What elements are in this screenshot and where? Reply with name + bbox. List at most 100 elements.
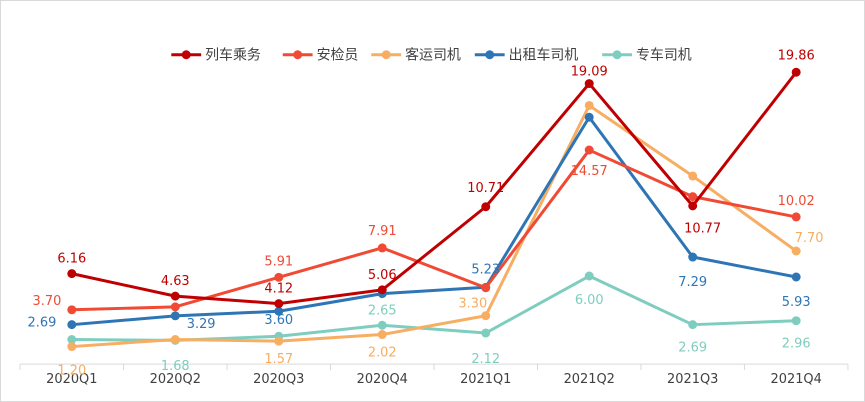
data-labels: 6.16 4.63 4.12 5.06 10.71 19.09 10.77 19.86 3.70… <box>28 48 824 378</box>
data-point[interactable] <box>791 246 801 256</box>
series-line <box>71 71 798 306</box>
data-label: 7.29 <box>678 275 707 290</box>
data-point[interactable] <box>67 320 77 330</box>
x-tick-label: 2020Q1 <box>46 372 97 387</box>
series-line <box>71 103 798 349</box>
legend-marker <box>612 50 622 60</box>
legend-label: 列车乘务 <box>205 47 261 64</box>
data-point[interactable] <box>377 320 387 330</box>
x-tick-label: 2020Q2 <box>150 372 201 387</box>
x-tick-label: 2021Q1 <box>460 372 511 387</box>
data-label: 3.60 <box>264 313 293 328</box>
data-label: 2.65 <box>368 303 397 318</box>
data-point[interactable] <box>688 320 698 330</box>
x-tick-label: 2020Q4 <box>357 372 408 387</box>
legend-label: 专车司机 <box>636 47 692 64</box>
data-label: 5.06 <box>368 268 397 283</box>
x-tick-label: 2021Q3 <box>667 372 718 387</box>
data-label: 10.77 <box>684 222 721 237</box>
data-label: 2.96 <box>782 337 811 352</box>
data-point[interactable] <box>170 311 180 321</box>
legend-marker <box>381 50 391 60</box>
data-label: 2.12 <box>471 352 500 367</box>
series-layer <box>67 67 801 352</box>
series-1 <box>67 145 801 315</box>
data-point[interactable] <box>67 269 77 279</box>
data-label: 2.69 <box>678 341 707 356</box>
data-label: 5.91 <box>264 254 293 269</box>
data-point[interactable] <box>791 67 801 77</box>
data-point[interactable] <box>274 272 284 282</box>
data-label: 7.70 <box>795 231 824 246</box>
series-line <box>71 115 797 327</box>
x-tick-label: 2020Q3 <box>253 372 304 387</box>
data-point[interactable] <box>791 212 801 222</box>
legend-label: 安检员 <box>317 48 359 64</box>
series-2 <box>67 101 801 352</box>
data-point[interactable] <box>584 112 594 122</box>
legend-marker <box>293 50 303 60</box>
legend-item[interactable]: 列车乘务 <box>171 47 261 64</box>
data-point[interactable] <box>688 252 698 262</box>
data-point[interactable] <box>67 342 77 352</box>
data-point[interactable] <box>791 272 801 282</box>
data-label: 3.70 <box>33 294 62 309</box>
x-tick-label: 2021Q4 <box>771 372 822 387</box>
data-point[interactable] <box>67 335 77 344</box>
data-label: 2.02 <box>368 345 397 360</box>
x-axis-ticks: 2020Q1 2020Q2 2020Q3 2020Q4 2021Q1 2021Q2 2021… <box>19 364 849 387</box>
data-label: 6.00 <box>575 293 604 308</box>
data-point[interactable] <box>481 283 491 293</box>
data-point[interactable] <box>377 330 387 339</box>
data-label: 2.69 <box>28 316 57 331</box>
legend-item[interactable]: 安检员 <box>282 48 359 64</box>
data-label: 19.09 <box>571 65 608 80</box>
data-point[interactable] <box>481 311 491 321</box>
legend-marker <box>181 50 191 60</box>
data-point[interactable] <box>688 201 698 211</box>
data-point[interactable] <box>481 202 491 212</box>
legend: 列车乘务 安检员 客运司机 出租车司机 专车司机 <box>171 47 692 64</box>
data-label: 7.91 <box>368 224 397 239</box>
data-label: 14.57 <box>571 164 608 179</box>
data-point[interactable] <box>274 336 284 346</box>
data-point[interactable] <box>584 101 594 110</box>
data-point[interactable] <box>170 335 180 344</box>
data-point[interactable] <box>688 171 698 181</box>
data-label: 4.63 <box>161 274 190 289</box>
data-label: 1.20 <box>57 363 86 378</box>
data-point[interactable] <box>67 305 77 315</box>
series-line <box>71 148 797 312</box>
x-tick-label: 2021Q2 <box>564 372 615 387</box>
data-label: 4.12 <box>264 282 293 297</box>
data-point[interactable] <box>584 79 594 89</box>
data-point[interactable] <box>377 285 387 295</box>
series-3 <box>67 112 801 330</box>
data-point[interactable] <box>481 328 491 338</box>
data-point[interactable] <box>170 291 180 301</box>
data-point[interactable] <box>377 243 387 253</box>
legend-label: 客运司机 <box>405 47 461 64</box>
legend-item[interactable]: 客运司机 <box>371 47 461 64</box>
data-point[interactable] <box>584 145 594 155</box>
legend-label: 出租车司机 <box>509 47 579 64</box>
data-point[interactable] <box>688 192 698 202</box>
data-label: 10.02 <box>778 194 815 209</box>
data-point[interactable] <box>274 306 284 316</box>
data-label: 5.23 <box>471 262 500 277</box>
legend-marker <box>485 50 495 60</box>
data-point[interactable] <box>274 299 284 309</box>
legend-item[interactable]: 出租车司机 <box>474 47 579 64</box>
data-label: 1.57 <box>264 352 293 367</box>
data-point[interactable] <box>170 302 180 312</box>
data-point[interactable] <box>584 271 594 281</box>
data-label: 6.16 <box>57 252 86 267</box>
series-0 <box>67 67 801 309</box>
data-label: 10.71 <box>467 181 504 196</box>
data-point[interactable] <box>791 316 801 326</box>
data-label: 3.30 <box>458 297 487 312</box>
data-label: 19.86 <box>778 48 815 63</box>
legend-item[interactable]: 专车司机 <box>602 47 692 64</box>
data-label: 1.68 <box>161 359 190 374</box>
